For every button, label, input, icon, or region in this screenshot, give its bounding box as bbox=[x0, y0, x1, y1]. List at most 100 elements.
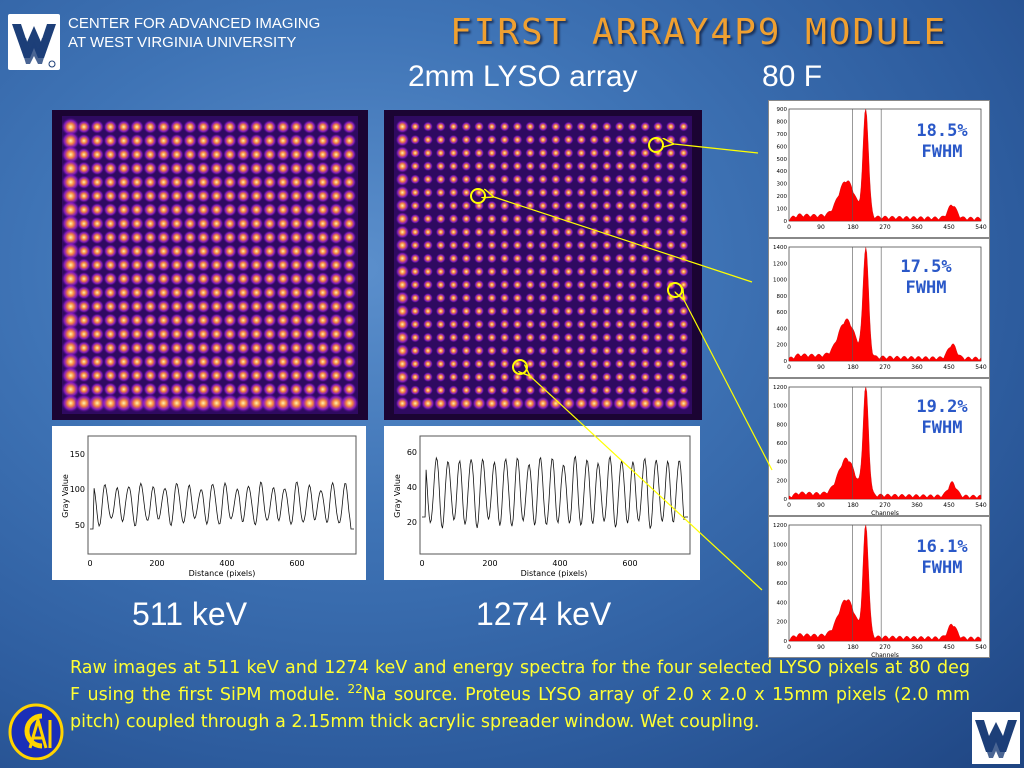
crystal-spot bbox=[627, 266, 638, 277]
spectrum-xlabel: Channels bbox=[871, 652, 899, 659]
crystal-spot bbox=[627, 200, 638, 211]
crystal-spot bbox=[395, 211, 410, 226]
crystal-spot bbox=[410, 371, 421, 383]
crystal-spot bbox=[395, 356, 410, 371]
spectrum-xtick: 180 bbox=[847, 364, 859, 371]
crystal-spot bbox=[61, 145, 81, 164]
crystal-spot bbox=[461, 279, 472, 290]
crystal-spot bbox=[652, 358, 664, 369]
crystal-spot bbox=[499, 319, 510, 330]
crystal-spot bbox=[461, 134, 472, 145]
crystal-spot bbox=[589, 253, 600, 264]
crystal-spot bbox=[222, 133, 237, 148]
spectrum-histogram bbox=[788, 386, 982, 500]
crystal-spot bbox=[601, 240, 613, 251]
crystal-spot bbox=[408, 396, 423, 411]
crystal-spot bbox=[222, 313, 237, 328]
crystal-spot bbox=[652, 371, 664, 383]
crystal-spot bbox=[601, 345, 613, 356]
crystal-spot bbox=[156, 285, 171, 300]
crystal-spot bbox=[576, 187, 587, 198]
crystal-spot bbox=[143, 161, 158, 176]
crystal-spot bbox=[222, 202, 237, 217]
crystal-spot bbox=[473, 226, 485, 238]
crystal-spot bbox=[315, 340, 330, 355]
crystal-spot bbox=[435, 134, 446, 145]
crystal-spot bbox=[169, 175, 184, 190]
crystal-spot bbox=[537, 253, 549, 264]
crystal-spot bbox=[589, 147, 600, 159]
crystal-spot bbox=[548, 396, 563, 411]
crystal-spot bbox=[601, 121, 613, 132]
crystal-spot bbox=[233, 393, 253, 413]
crystal-spot bbox=[461, 187, 472, 198]
crystal-spot bbox=[576, 345, 587, 356]
crystal-spot bbox=[329, 147, 344, 162]
crystal-spot bbox=[486, 213, 497, 224]
spectrum-ytick: 200 bbox=[777, 194, 788, 200]
crystal-spot bbox=[315, 216, 330, 231]
crystal-spot bbox=[499, 371, 510, 383]
spectrum-xtick: 90 bbox=[817, 224, 825, 231]
crystal-spot bbox=[222, 147, 237, 162]
crystal-spot bbox=[156, 244, 171, 259]
crystal-spot bbox=[276, 230, 290, 245]
crystal-spot bbox=[249, 147, 264, 162]
crystal-spot bbox=[627, 371, 638, 383]
crystal-spot bbox=[342, 258, 357, 272]
pointer-line bbox=[684, 300, 773, 471]
crystal-spot bbox=[61, 283, 81, 303]
crystal-spot bbox=[422, 200, 434, 211]
crystal-spot bbox=[276, 147, 290, 162]
crystal-spot bbox=[220, 393, 240, 413]
crystal-spot bbox=[276, 271, 290, 286]
crystal-spot bbox=[169, 202, 184, 217]
crystal-spot bbox=[640, 332, 651, 343]
crystal-spot bbox=[563, 147, 574, 159]
crystal-spot bbox=[537, 134, 549, 145]
crystal-spot bbox=[640, 345, 651, 356]
spectrum-ytick: 600 bbox=[777, 310, 788, 316]
crystal-spot bbox=[525, 266, 536, 277]
crystal-spot bbox=[130, 327, 144, 342]
crystal-spot bbox=[537, 332, 549, 343]
crystal-spot bbox=[486, 358, 497, 369]
crystal-spot bbox=[302, 327, 317, 342]
crystal-spot bbox=[614, 345, 625, 356]
crystal-spot bbox=[652, 306, 664, 317]
crystal-spot bbox=[652, 213, 664, 224]
crystal-spot bbox=[422, 147, 434, 159]
crystal-spot bbox=[222, 188, 237, 203]
crystal-spot bbox=[130, 313, 144, 328]
crystal-spot bbox=[665, 358, 676, 369]
crystal-spot bbox=[627, 358, 638, 369]
pointer-line bbox=[674, 144, 759, 154]
crystal-spot bbox=[289, 119, 304, 134]
crystal-spot bbox=[563, 319, 574, 330]
crystal-spot bbox=[473, 319, 485, 330]
crystal-spot bbox=[499, 200, 510, 211]
spectrum-ytick: 1000 bbox=[773, 404, 787, 410]
crystal-spot bbox=[183, 230, 198, 245]
crystal-spot bbox=[329, 299, 344, 314]
spectrum-xtick: 270 bbox=[879, 364, 891, 371]
crystal-spot bbox=[550, 253, 561, 264]
spectrum-ytick: 0 bbox=[784, 639, 788, 645]
crystal-spot bbox=[537, 319, 549, 330]
crystal-spot bbox=[410, 187, 421, 198]
crystal-spot bbox=[329, 188, 344, 203]
crystal-spot bbox=[236, 327, 251, 342]
crystal-spot bbox=[276, 244, 290, 259]
crystal-spot bbox=[61, 158, 81, 178]
spectrum-ytick: 0 bbox=[784, 219, 788, 225]
fwhm-value-2: 17.5% FWHM bbox=[881, 257, 971, 299]
crystal-spot bbox=[276, 354, 290, 369]
crystal-spot bbox=[550, 161, 561, 172]
crystal-spot bbox=[315, 327, 330, 342]
crystal-spot bbox=[410, 226, 421, 238]
crystal-spot bbox=[130, 188, 144, 203]
crystal-spot bbox=[262, 285, 277, 300]
spectrum-xtick: 360 bbox=[911, 502, 923, 509]
crystal-spot bbox=[262, 216, 277, 231]
crystal-spot bbox=[665, 226, 676, 238]
